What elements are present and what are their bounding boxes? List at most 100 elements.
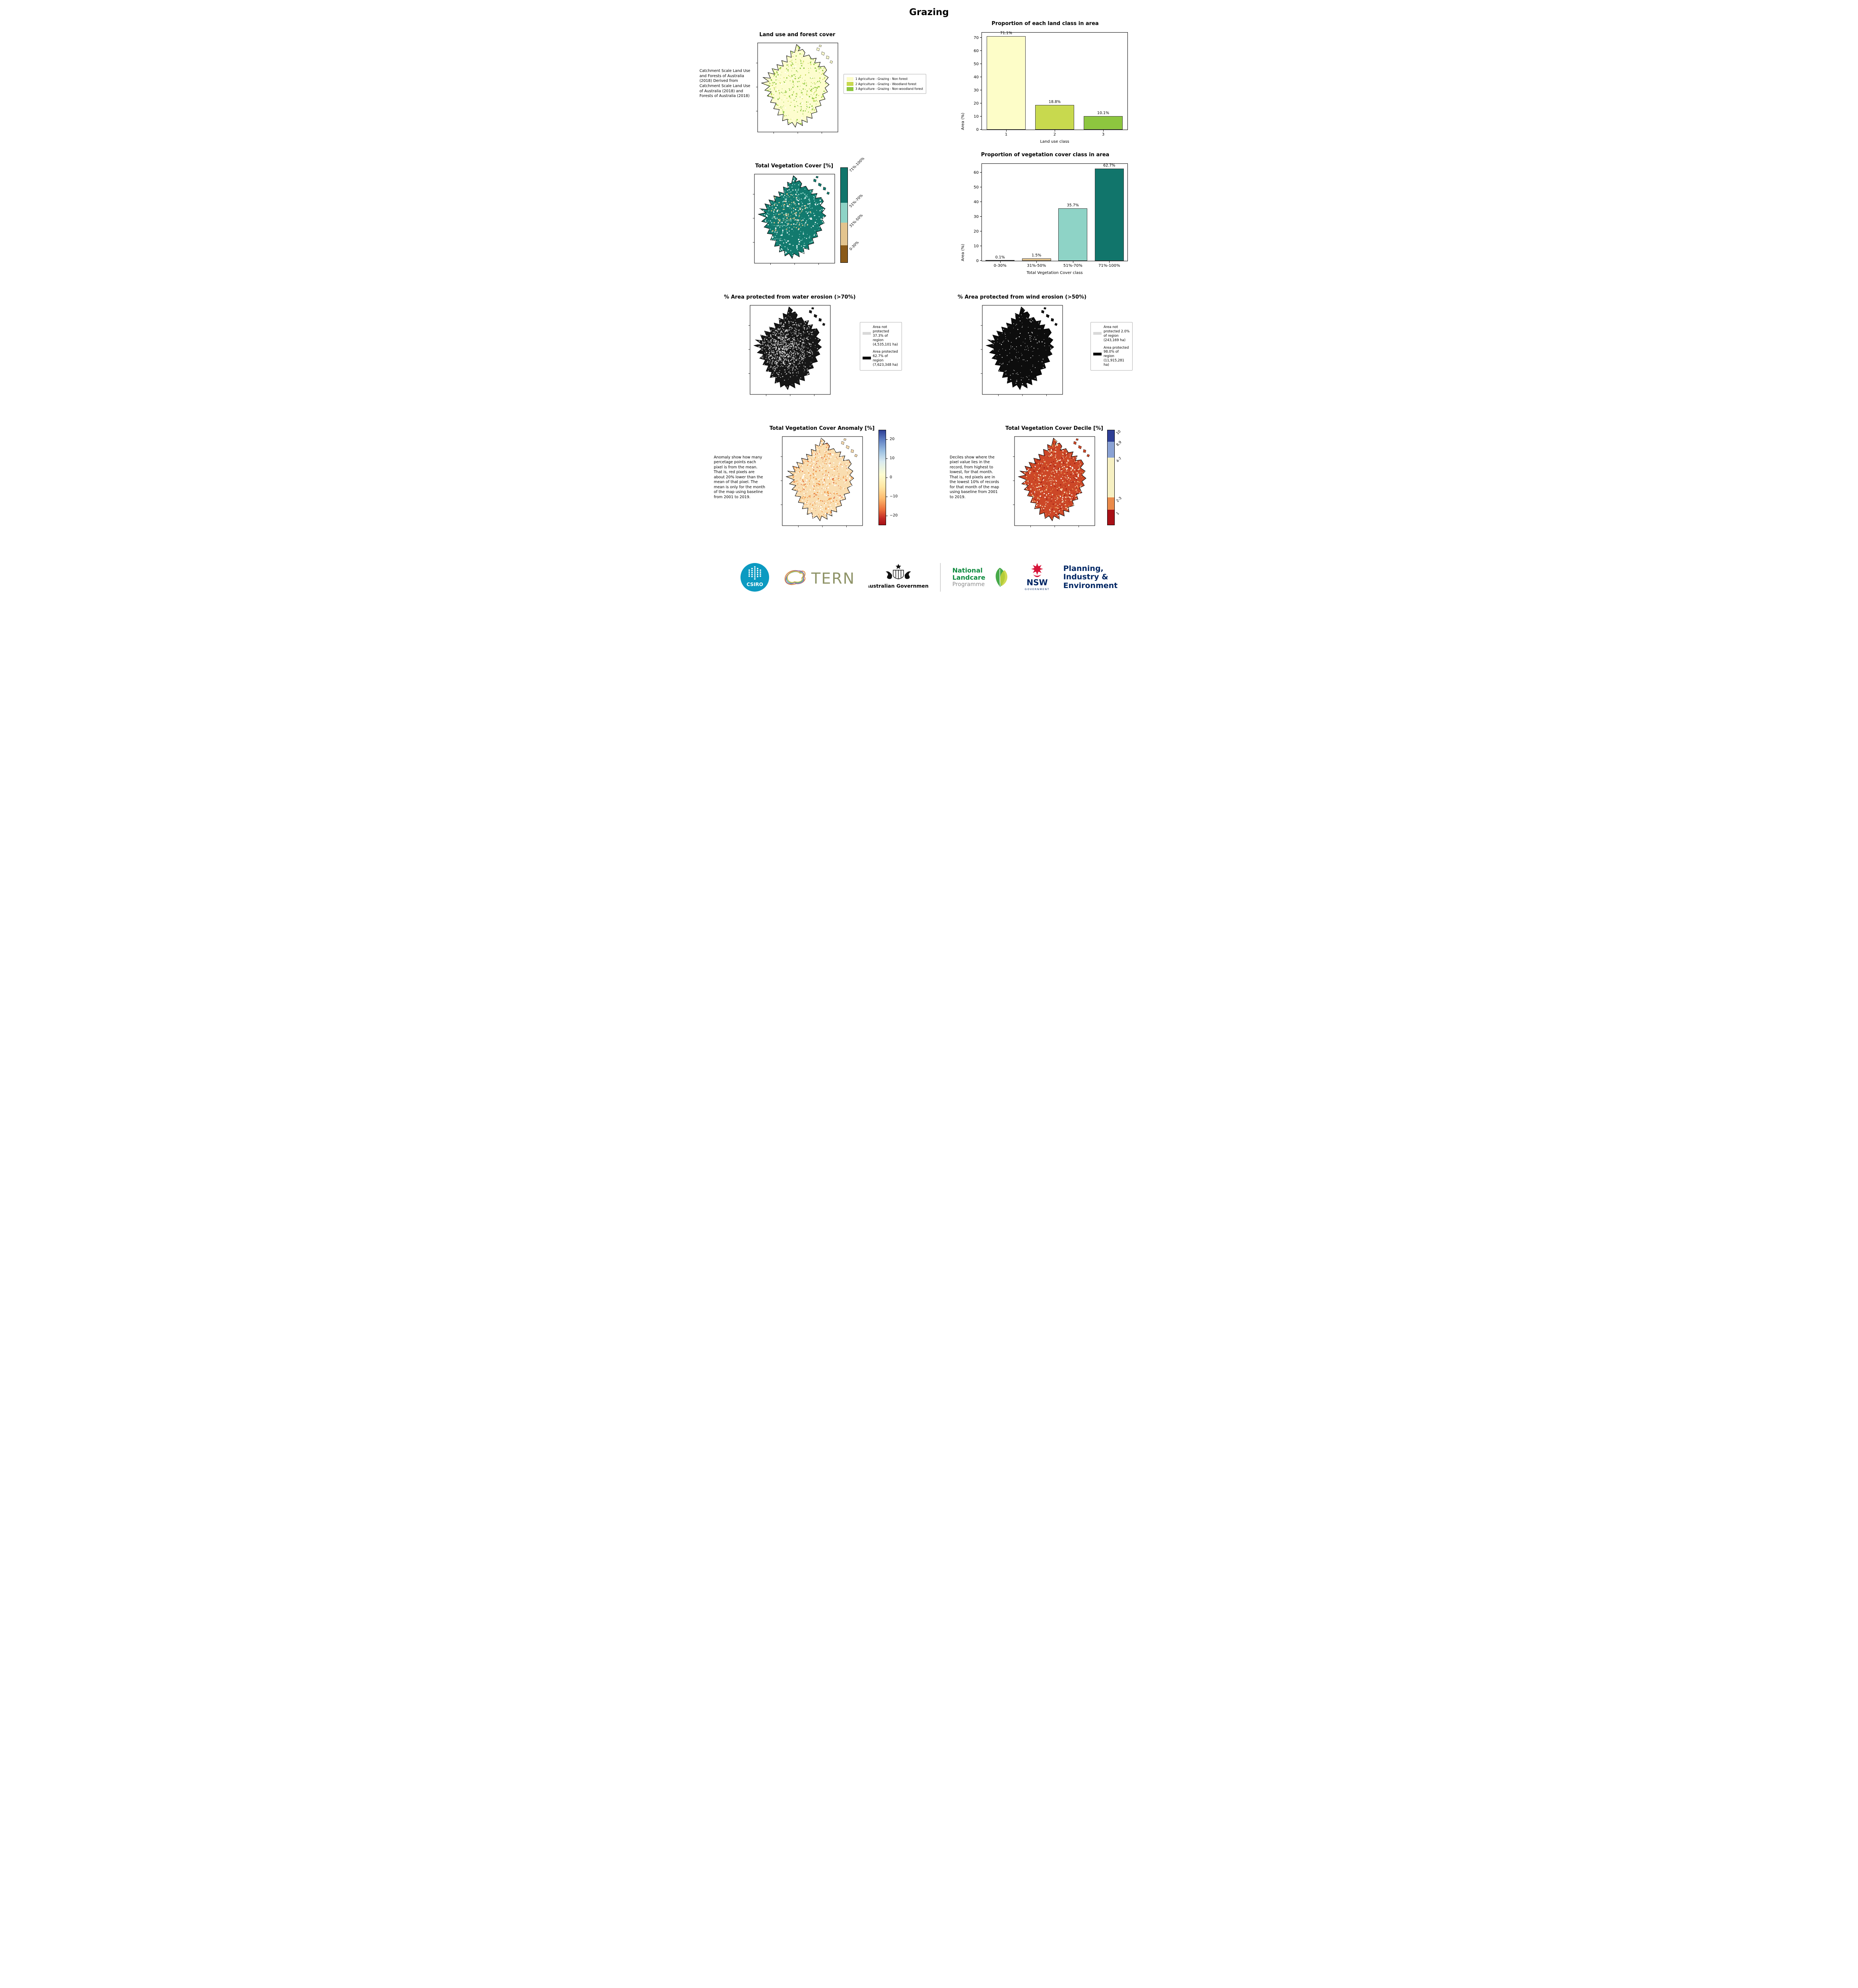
land-use-legend: 1 Agriculture - Grazing - Non forest 2 A…: [843, 74, 927, 94]
y-axis-label: Area (%): [961, 244, 965, 261]
bar-value-label: 71.1%: [1000, 31, 1013, 36]
anomaly-description: Anomaly show how many percetage points e…: [713, 455, 766, 499]
legend-entry: 2 Agriculture - Grazing - Woodland fores…: [846, 82, 923, 86]
veg-class-chart-column: Proportion of vegetation cover class in …: [960, 152, 1130, 279]
land-use-title: Land use and forest cover: [759, 31, 836, 38]
row-veg-cover: Total Vegetation Cover [%] 71%-100% 51%-7…: [697, 149, 1161, 281]
row-land-use: Catchment Scale Land Use and Forests of …: [697, 18, 1161, 149]
water-erosion-title: % Area protected from water erosion (>70…: [724, 294, 856, 300]
water-erosion-map-column: % Area protected from water erosion (>70…: [724, 294, 856, 399]
land-class-chart-panel: Proportion of each land class in area 0 1…: [929, 18, 1161, 149]
legend-entry: Area protected 98.0% of region (11,915,2…: [1093, 346, 1130, 367]
land-class-chart-column: Proportion of each land class in area 0 1…: [960, 21, 1130, 148]
legend-swatch: [846, 77, 853, 81]
colorbar-tick-label: −10: [890, 494, 898, 499]
colorbar-tick-label: 2-3: [1116, 496, 1123, 503]
y-tick-mark: [980, 216, 982, 217]
legend-label: Area protected 98.0% of region (11,915,2…: [1103, 346, 1129, 367]
chart-bar: [1058, 208, 1088, 261]
colorbar-tick-label: 71%-100%: [849, 156, 866, 173]
land-use-panel: Catchment Scale Land Use and Forests of …: [697, 18, 929, 149]
y-tick-mark: [980, 37, 982, 38]
colorbar-tick-mark: [886, 458, 888, 459]
planning-industry-environment-logo: Planning, Industry & Environment: [1063, 564, 1118, 590]
area-not-protected-swatch: [862, 332, 871, 335]
bar-value-label: 35.7%: [1067, 203, 1079, 208]
y-tick-label: 30: [974, 88, 979, 93]
chart-bar: [987, 36, 1026, 130]
y-tick-label: 30: [974, 214, 979, 219]
y-tick-label: 60: [974, 49, 979, 53]
colorbar-tick-label: 10: [1116, 429, 1122, 436]
chart-plot: 0 10 20 30 40 50 60 0.1% 0-30% 1.5% 31%-50% 35.7% 51…: [974, 163, 1128, 268]
x-axis-label: Land use class: [1040, 139, 1069, 144]
legend-swatch: [846, 82, 853, 86]
land-use-map: [756, 42, 838, 134]
x-tick-label: 1: [1005, 132, 1008, 137]
legend-label: 1 Agriculture - Grazing - Non forest: [855, 77, 908, 81]
y-tick-mark: [980, 129, 982, 130]
wind-erosion-panel: % Area protected from wind erosion (>50%…: [929, 281, 1161, 412]
colorbar-tick-label: 0: [890, 475, 892, 480]
land-use-description: Catchment Scale Land Use and Forests of …: [699, 69, 750, 99]
planning-line: Planning,: [1063, 564, 1104, 573]
y-tick-label: 0: [976, 127, 979, 132]
legend-entry: Area not protected 37.3% of region (4,53…: [862, 325, 899, 347]
decile-colorbar: 10 8,9 4-7 2-3 1: [1107, 429, 1141, 525]
colorbar-segment: [1107, 441, 1114, 458]
legend-label: 3 Agriculture - Grazing - Non-woodland f…: [855, 87, 923, 91]
colorbar-segment: [841, 245, 847, 262]
x-tick-mark: [1109, 260, 1110, 263]
footer-divider: [940, 563, 941, 592]
anomaly-map-column: Total Vegetation Cover Anomaly [%]: [770, 425, 875, 530]
legend-entry: Area not protected 2.0% of region (243,1…: [1093, 325, 1130, 343]
y-tick-label: 70: [974, 35, 979, 40]
colorbar-tick-mark: [886, 439, 888, 440]
row-erosion: % Area protected from water erosion (>70…: [697, 281, 1161, 412]
nsw-government-label: GOVERNMENT: [1024, 588, 1049, 591]
colorbar-tick-label: 4-7: [1116, 456, 1123, 464]
y-tick-label: 10: [974, 114, 979, 119]
y-tick-mark: [980, 172, 982, 173]
bar-value-label: 1.5%: [1032, 253, 1042, 258]
nsw-government-logo: NSW GOVERNMENT: [1024, 563, 1049, 591]
landcare-line: National: [952, 566, 983, 574]
landcare-leaves-icon: [995, 568, 1007, 587]
report-page: Grazing Catchment Scale Land Use and For…: [697, 0, 1161, 621]
area-protected-swatch: [1093, 352, 1102, 355]
legend-entry: Area protected 62.7% of region (7,623,34…: [862, 350, 899, 367]
colorbar-tick-label: 0-30%: [849, 240, 860, 252]
area-protected-swatch: [862, 357, 871, 360]
anomaly-title: Total Vegetation Cover Anomaly [%]: [769, 425, 875, 431]
x-tick-mark: [1006, 129, 1007, 132]
planning-line: Environment: [1063, 581, 1118, 590]
colorbar-tick-label: 20: [890, 437, 895, 441]
decile-map-column: Total Vegetation Cover Decile [%]: [1005, 425, 1103, 530]
y-tick-label: 40: [974, 75, 979, 80]
row-anomaly-decile: Anomaly show how many percetage points e…: [697, 412, 1161, 543]
nsw-wordmark: NSW: [1026, 578, 1048, 587]
planning-line: Industry &: [1063, 573, 1108, 582]
decile-title: Total Vegetation Cover Decile [%]: [1005, 425, 1103, 431]
y-tick-label: 20: [974, 229, 979, 234]
colorbar-tick-label: 10: [890, 456, 895, 460]
y-tick-label: 10: [974, 244, 979, 248]
decile-colorbar-bar: [1107, 430, 1115, 525]
y-tick-mark: [980, 50, 982, 51]
y-tick-label: 60: [974, 170, 979, 175]
veg-cover-colorbar-bar: [840, 167, 848, 263]
veg-class-chart-panel: Proportion of vegetation cover class in …: [929, 149, 1161, 281]
y-tick-mark: [980, 260, 982, 261]
legend-label: 2 Agriculture - Grazing - Woodland fores…: [855, 82, 917, 86]
bar-value-label: 10.1%: [1097, 111, 1110, 116]
csiro-dot-matrix: [748, 566, 761, 580]
x-axis-label: Total Vegetation Cover class: [1026, 270, 1083, 275]
area-not-protected-swatch: [1093, 332, 1102, 335]
chart-bar: [985, 260, 1015, 261]
csiro-logo: CSIRO: [740, 563, 769, 592]
legend-entry: 1 Agriculture - Grazing - Non forest: [846, 77, 923, 81]
colorbar-segment: [841, 223, 847, 246]
y-tick-label: 50: [974, 185, 979, 190]
coat-of-arms-icon: [885, 564, 911, 579]
legend-label: Area not protected 2.0% of region (243,1…: [1103, 325, 1130, 342]
